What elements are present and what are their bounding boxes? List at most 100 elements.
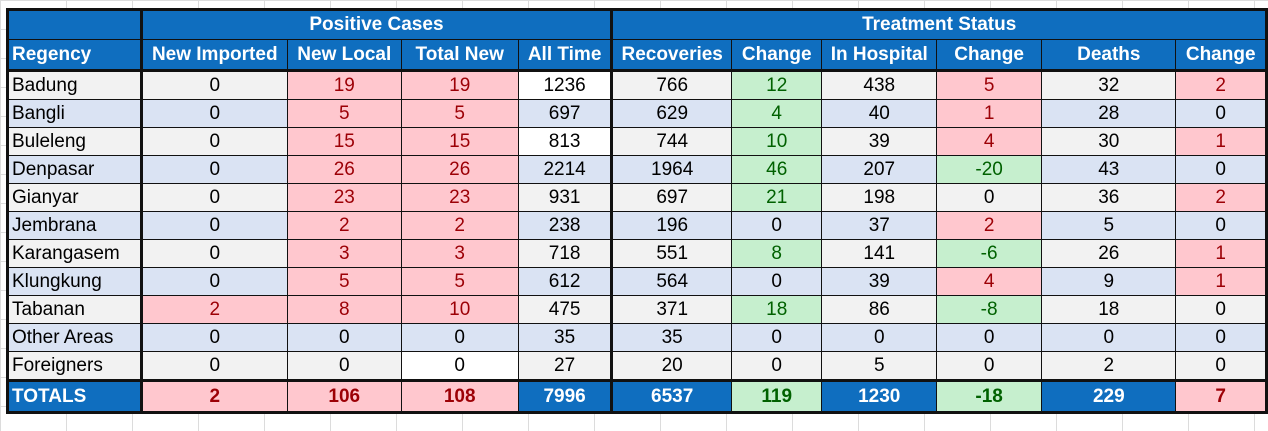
column-header-new-imported-1: New Imported (139, 39, 289, 72)
regency-name-cell: TOTALS (6, 379, 142, 414)
value-cell-change: 18 (730, 295, 823, 324)
table-row: Badung 0 19 19 1236 766 12 438 5 32 2 (6, 70, 1268, 100)
value-cell-in-hospital: 40 (821, 99, 938, 128)
value-cell-deaths: 32 (1041, 70, 1177, 100)
value-cell-in-hospital: 438 (821, 70, 938, 100)
value-cell-total-new: 5 (400, 99, 519, 128)
column-header-new-local-2: New Local (287, 39, 402, 72)
value-cell-new-local: 5 (287, 267, 402, 296)
value-cell-new-imported: 0 (139, 127, 289, 156)
value-cell-change: 21 (730, 183, 823, 212)
value-cell-change: 0 (936, 183, 1043, 212)
value-cell-new-local: 0 (287, 351, 402, 381)
table-row: Klungkung 0 5 5 612 564 0 39 4 9 1 (6, 267, 1268, 296)
value-cell-deaths: 28 (1041, 99, 1177, 128)
value-cell-total-new: 0 (400, 351, 519, 381)
value-cell-deaths: 36 (1041, 183, 1177, 212)
value-cell-change: 1 (936, 99, 1043, 128)
value-cell-change: 2 (936, 211, 1043, 240)
regency-name-cell: Tabanan (6, 295, 142, 324)
value-cell-change: -8 (936, 295, 1043, 324)
regency-name-cell: Other Areas (6, 323, 142, 352)
totals-row: TOTALS 2 106 108 7996 6537 119 1230 -18 229 7 (6, 379, 1268, 414)
value-cell-change: 10 (730, 127, 823, 156)
value-cell-new-imported: 0 (139, 70, 289, 100)
value-cell-recoveries: 629 (610, 99, 732, 128)
value-cell-in-hospital: 39 (821, 127, 938, 156)
value-cell-new-local: 15 (287, 127, 402, 156)
value-cell-in-hospital: 37 (821, 211, 938, 240)
column-header-regency-0: Regency (6, 39, 142, 72)
value-cell-recoveries: 6537 (610, 379, 732, 414)
value-cell-new-local: 23 (287, 183, 402, 212)
regency-name-cell: Jembrana (6, 211, 142, 240)
value-cell-deaths: 5 (1041, 211, 1177, 240)
value-cell-change: 4 (936, 267, 1043, 296)
value-cell-new-imported: 0 (139, 211, 289, 240)
value-cell-change: 0 (936, 323, 1043, 352)
value-cell-total-new: 19 (400, 70, 519, 100)
table-row: Other Areas 0 0 0 35 35 0 0 0 0 0 (6, 323, 1268, 352)
value-cell-recoveries: 744 (610, 127, 732, 156)
value-cell-new-imported: 2 (139, 295, 289, 324)
value-cell-recoveries: 196 (610, 211, 732, 240)
column-header-recoveries-5: Recoveries (610, 39, 732, 72)
value-cell-change: 4 (936, 127, 1043, 156)
value-cell-all-time: 7996 (517, 379, 613, 414)
regency-name-cell: Badung (6, 70, 142, 100)
value-cell-deaths: 30 (1041, 127, 1177, 156)
value-cell-change: 0 (1175, 155, 1268, 184)
value-cell-change: 1 (1175, 267, 1268, 296)
value-cell-recoveries: 564 (610, 267, 732, 296)
value-cell-new-imported: 0 (139, 99, 289, 128)
value-cell-new-local: 2 (287, 211, 402, 240)
value-cell-recoveries: 1964 (610, 155, 732, 184)
table-row: Tabanan 2 8 10 475 371 18 86 -8 18 0 (6, 295, 1268, 324)
value-cell-all-time: 1236 (517, 70, 613, 100)
value-cell-all-time: 35 (517, 323, 613, 352)
value-cell-total-new: 15 (400, 127, 519, 156)
value-cell-all-time: 238 (517, 211, 613, 240)
table-row: Jembrana 0 2 2 238 196 0 37 2 5 0 (6, 211, 1268, 240)
regency-name-cell: Klungkung (6, 267, 142, 296)
table-row: Bangli 0 5 5 697 629 4 40 1 28 0 (6, 99, 1268, 128)
value-cell-change: 0 (730, 267, 823, 296)
value-cell-total-new: 3 (400, 239, 519, 268)
value-cell-deaths: 26 (1041, 239, 1177, 268)
value-cell-recoveries: 371 (610, 295, 732, 324)
value-cell-new-local: 0 (287, 323, 402, 352)
table-row: Buleleng 0 15 15 813 744 10 39 4 30 1 (6, 127, 1268, 156)
value-cell-in-hospital: 86 (821, 295, 938, 324)
value-cell-change: -6 (936, 239, 1043, 268)
value-cell-deaths: 18 (1041, 295, 1177, 324)
column-header-change-8: Change (936, 39, 1043, 72)
value-cell-all-time: 697 (517, 99, 613, 128)
value-cell-deaths: 229 (1041, 379, 1177, 414)
value-cell-change: 4 (730, 99, 823, 128)
value-cell-recoveries: 20 (610, 351, 732, 381)
regency-name-cell: Foreigners (6, 351, 142, 381)
value-cell-change: 46 (730, 155, 823, 184)
value-cell-change: -20 (936, 155, 1043, 184)
value-cell-change: 1 (1175, 239, 1268, 268)
value-cell-in-hospital: 141 (821, 239, 938, 268)
value-cell-in-hospital: 198 (821, 183, 938, 212)
value-cell-change: 0 (936, 351, 1043, 381)
regency-name-cell: Bangli (6, 99, 142, 128)
value-cell-deaths: 43 (1041, 155, 1177, 184)
table-row: Denpasar 0 26 26 2214 1964 46 207 -20 43 0 (6, 155, 1268, 184)
column-header-change-6: Change (730, 39, 823, 72)
value-cell-change: 0 (730, 211, 823, 240)
value-cell-deaths: 2 (1041, 351, 1177, 381)
value-cell-new-local: 3 (287, 239, 402, 268)
column-header-deaths-9: Deaths (1041, 39, 1177, 72)
value-cell-new-imported: 0 (139, 239, 289, 268)
value-cell-change: 0 (730, 351, 823, 381)
value-cell-recoveries: 697 (610, 183, 732, 212)
value-cell-change: 12 (730, 70, 823, 100)
value-cell-change: -18 (936, 379, 1043, 414)
regency-name-cell: Karangasem (6, 239, 142, 268)
value-cell-in-hospital: 1230 (821, 379, 938, 414)
value-cell-total-new: 26 (400, 155, 519, 184)
value-cell-new-imported: 0 (139, 323, 289, 352)
